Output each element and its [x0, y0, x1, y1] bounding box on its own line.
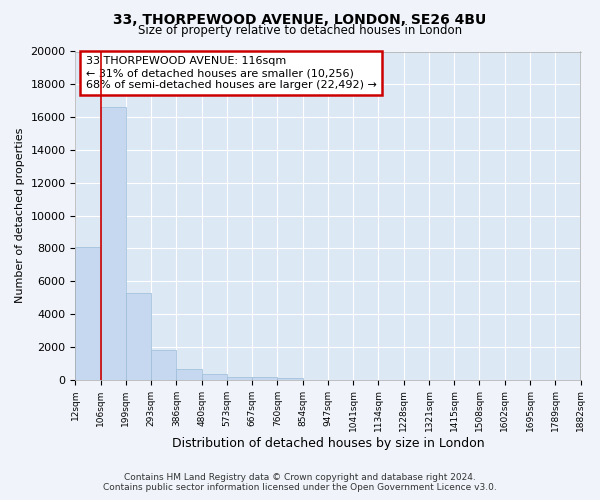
Y-axis label: Number of detached properties: Number of detached properties: [15, 128, 25, 303]
Text: Contains HM Land Registry data © Crown copyright and database right 2024.
Contai: Contains HM Land Registry data © Crown c…: [103, 473, 497, 492]
Bar: [76, 246, 101, 380]
Bar: [126, 292, 151, 380]
Bar: [252, 378, 277, 380]
Bar: [227, 376, 252, 380]
Bar: [277, 378, 302, 380]
Bar: [151, 350, 176, 380]
X-axis label: Distribution of detached houses by size in London: Distribution of detached houses by size …: [172, 437, 484, 450]
Bar: [176, 369, 202, 380]
Bar: [101, 108, 126, 380]
Text: Size of property relative to detached houses in London: Size of property relative to detached ho…: [138, 24, 462, 37]
Bar: [202, 374, 227, 380]
Text: 33 THORPEWOOD AVENUE: 116sqm
← 31% of detached houses are smaller (10,256)
68% o: 33 THORPEWOOD AVENUE: 116sqm ← 31% of de…: [86, 56, 376, 90]
Text: 33, THORPEWOOD AVENUE, LONDON, SE26 4BU: 33, THORPEWOOD AVENUE, LONDON, SE26 4BU: [113, 12, 487, 26]
